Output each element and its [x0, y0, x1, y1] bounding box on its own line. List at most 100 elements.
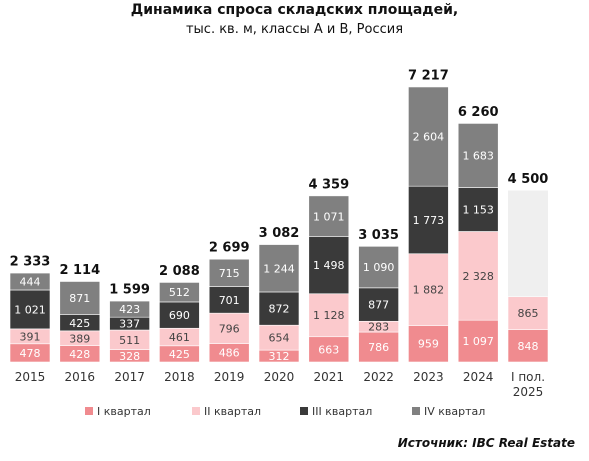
segment-label: 337 — [119, 318, 140, 331]
segment-label: 283 — [368, 321, 389, 334]
segment-label: 796 — [219, 322, 240, 335]
bar-segment — [208, 286, 250, 314]
bar-segment — [308, 293, 350, 338]
bar-segment — [208, 258, 250, 287]
bar-segment — [408, 325, 449, 363]
bar-segment — [358, 331, 399, 363]
segment-label: 423 — [119, 303, 140, 316]
segment-label: 1 244 — [263, 262, 295, 275]
segment-label: 1 498 — [313, 259, 345, 272]
segment-label: 1 021 — [14, 303, 46, 316]
total-label: 6 260 — [458, 105, 499, 120]
segment-label: 848 — [518, 340, 539, 353]
legend-label: III квартал — [312, 405, 372, 418]
segment-label: 1 090 — [363, 261, 395, 274]
legend-label: II квартал — [204, 405, 261, 418]
segment-label: 654 — [269, 332, 290, 345]
bar-segment — [507, 329, 549, 363]
segment-label: 428 — [69, 348, 90, 361]
bar-segment — [208, 312, 250, 344]
bar-segment — [159, 282, 200, 303]
total-label: 4 500 — [508, 172, 549, 187]
segment-label: 2 604 — [413, 131, 445, 144]
bar-segment — [457, 123, 499, 188]
x-tick-label: 2021 — [313, 370, 345, 384]
segment-label: 1 683 — [462, 149, 494, 162]
x-tick-label: 2022 — [363, 370, 394, 384]
bar-segment — [408, 86, 449, 187]
chart-title: Динамика спроса складских площадей, — [130, 2, 459, 18]
total-label: 2 333 — [10, 255, 51, 270]
bar-segment — [109, 300, 150, 318]
legend-marker — [85, 407, 93, 415]
segment-label: 865 — [518, 307, 539, 320]
x-tick-label: I пол. 2025 — [510, 370, 546, 399]
total-label: 2 088 — [159, 264, 200, 279]
x-tick-label: 2016 — [64, 370, 96, 384]
segment-label: 461 — [169, 331, 190, 344]
bar-segment — [358, 246, 399, 289]
segment-label: 1 071 — [313, 210, 345, 223]
total-label: 4 359 — [308, 177, 349, 192]
segment-label: 701 — [219, 294, 240, 307]
segment-label: 1 773 — [413, 214, 445, 227]
x-tick-label: 2015 — [14, 370, 46, 384]
legend-marker — [300, 407, 308, 415]
segment-label: 690 — [169, 309, 190, 322]
total-label: 1 599 — [109, 283, 150, 298]
segment-label: 2 328 — [462, 270, 494, 283]
legend-label: I квартал — [97, 405, 151, 418]
total-label: 3 035 — [358, 228, 399, 243]
bar-segment — [9, 289, 51, 330]
x-tick-label: 2023 — [413, 370, 444, 384]
segment-label: 478 — [20, 347, 41, 360]
x-tick-label: 2020 — [263, 370, 295, 384]
total-label: 2 699 — [209, 241, 250, 256]
x-tick-label: 2024 — [462, 370, 494, 384]
segment-label: 511 — [119, 334, 140, 347]
x-tick-label: 2018 — [164, 370, 195, 384]
segment-label: 959 — [418, 338, 439, 351]
bar-segment — [258, 291, 300, 326]
segment-label: 328 — [119, 350, 140, 363]
legend-marker — [412, 407, 420, 415]
segment-label: 425 — [69, 317, 90, 330]
source: Источник: IBC Real Estate — [397, 436, 575, 450]
bar-segment — [258, 244, 300, 293]
total-label: 3 082 — [259, 226, 300, 241]
segment-label: 486 — [219, 347, 240, 360]
bar-segment — [308, 195, 350, 237]
segment-label: 444 — [20, 276, 41, 289]
x-tick-label: 2017 — [114, 370, 145, 384]
bar-segment — [408, 253, 449, 326]
segment-label: 512 — [169, 286, 190, 299]
segment-label: 425 — [169, 348, 190, 361]
x-tick-label: 2019 — [213, 370, 245, 384]
segment-label: 663 — [318, 343, 339, 356]
segment-label: 871 — [69, 292, 90, 305]
segment-label: 877 — [368, 299, 389, 312]
segment-label: 872 — [269, 303, 290, 316]
segment-label: 1 128 — [313, 309, 345, 322]
bar-segment — [59, 281, 101, 315]
segment-label: 389 — [69, 332, 90, 345]
bar-segment — [159, 301, 200, 329]
segment-label: 391 — [20, 330, 41, 343]
segment-label: 786 — [368, 341, 389, 354]
legend-label: IV квартал — [424, 405, 485, 418]
bar-segment — [457, 231, 499, 321]
total-label: 7 217 — [408, 69, 449, 84]
legend-marker — [192, 407, 200, 415]
segment-label: 715 — [219, 267, 240, 280]
chart-subtitle: тыс. кв. м, классы А и В, Россия — [185, 22, 404, 37]
bar-segment — [9, 272, 51, 291]
segment-label: 1 882 — [413, 284, 445, 297]
bar-segment — [507, 296, 549, 330]
total-label: 2 114 — [59, 263, 100, 278]
segment-label: 1 097 — [462, 335, 494, 348]
bar-segment — [358, 287, 399, 322]
segment-label: 1 153 — [462, 204, 494, 217]
segment-label: 312 — [269, 350, 290, 363]
